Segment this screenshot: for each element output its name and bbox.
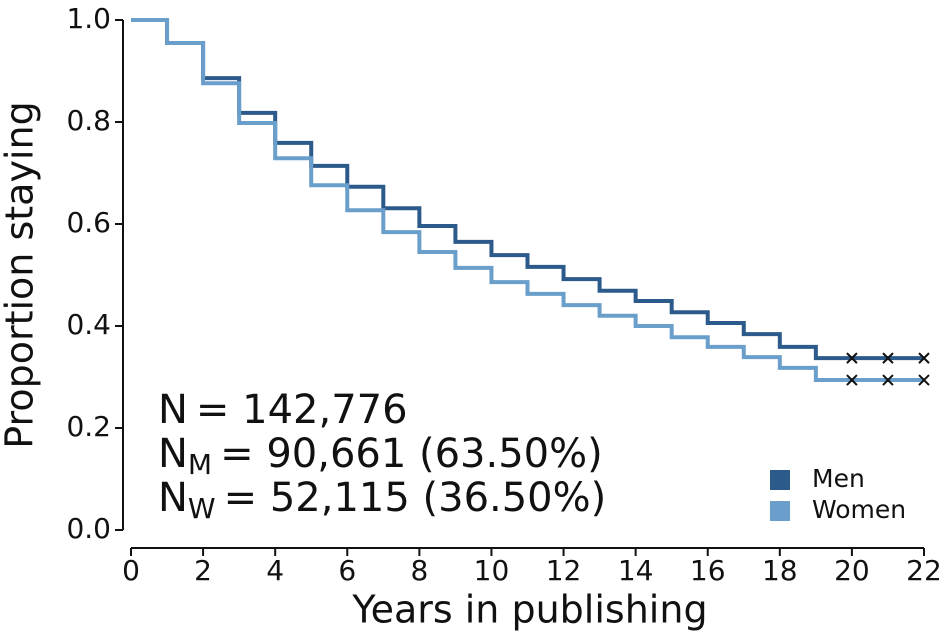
y-tick-label: 0.0 [66,512,111,545]
legend-label: Women [812,495,906,524]
survival-line [131,18,924,383]
censor-marker [846,374,858,386]
x-tick-label: 16 [690,554,726,587]
annotation: NW = 52,115 (36.50%) [158,475,606,525]
annotation-symbol: N [158,431,188,477]
x-tick-label: 0 [122,554,140,587]
y-tick-label: 1.0 [66,2,111,35]
x-tick-label: 14 [618,554,654,587]
y-tick-label: 0.6 [66,206,111,239]
x-tick-label: 4 [266,554,284,587]
annotation-symbol: N [158,387,188,433]
x-tick-label: 22 [906,554,942,587]
y-tick-label: 0.8 [66,104,111,137]
censor-marker [846,352,858,364]
x-tick-label: 12 [546,554,582,587]
annotation-text: = 142,776 [196,387,408,433]
y-tick-label: 0.2 [66,410,111,443]
x-axis-label: Years in publishing [351,588,707,632]
annotation-symbol: N [158,475,188,521]
censor-marker [882,374,894,386]
x-tick-label: 10 [474,554,510,587]
legend-label: Men [812,464,865,493]
x-tick-label: 18 [762,554,798,587]
annotation: NM = 90,661 (63.50%) [158,431,603,481]
x-tick-label: 20 [834,554,870,587]
censor-marker [882,352,894,364]
annotation-text: = 52,115 (36.50%) [224,475,607,521]
y-axis-label: Proportion staying [0,101,42,448]
annotation-subscript: M [188,448,212,481]
annotation-text: = 90,661 (63.50%) [220,431,603,477]
x-tick-label: 8 [410,554,428,587]
legend-swatch [770,470,790,490]
annotation-subscript: W [188,492,216,525]
legend-swatch [770,501,790,521]
y-tick-label: 0.4 [66,308,111,341]
x-tick-label: 2 [194,554,212,587]
x-tick-label: 6 [338,554,356,587]
censor-marker [918,374,930,386]
annotation: N = 142,776 [158,387,408,433]
survival-line [131,18,924,361]
censor-marker [918,352,930,364]
